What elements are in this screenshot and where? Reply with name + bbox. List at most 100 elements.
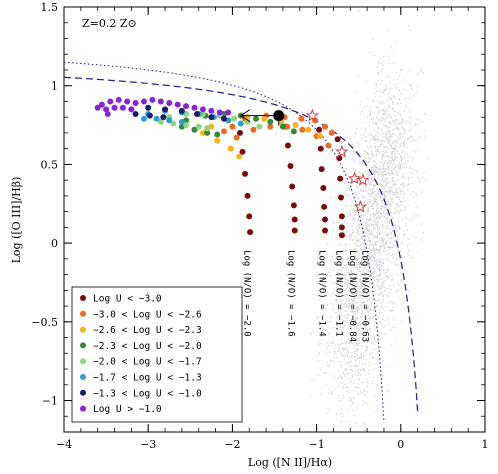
background-point [382, 280, 385, 282]
background-point [354, 266, 356, 268]
background-point [340, 260, 342, 262]
background-point [376, 259, 378, 261]
background-point [368, 121, 370, 123]
background-point [396, 78, 398, 80]
background-point [380, 71, 382, 73]
background-point [364, 151, 366, 153]
background-point [377, 135, 379, 137]
background-point [363, 248, 365, 250]
background-point [361, 237, 363, 239]
background-point [347, 350, 349, 352]
background-point [390, 199, 392, 201]
background-point [385, 125, 388, 127]
background-point [363, 370, 366, 372]
background-point [370, 353, 372, 355]
background-point [376, 226, 379, 228]
background-point [404, 129, 406, 131]
background-point [366, 308, 368, 310]
background-point [335, 253, 337, 255]
background-point [342, 277, 344, 279]
background-point [367, 210, 369, 212]
background-point [390, 301, 392, 303]
background-point [384, 173, 386, 175]
background-point [371, 285, 373, 287]
background-point [362, 285, 364, 287]
background-point [375, 248, 377, 250]
background-point [390, 172, 392, 174]
background-point [409, 29, 411, 31]
background-point [355, 305, 357, 307]
background-point [353, 209, 355, 211]
background-point [356, 184, 358, 187]
track-label: Log (N/O) = −0.63 [359, 250, 369, 342]
background-point [355, 293, 358, 295]
background-point [419, 180, 421, 183]
background-point [371, 301, 373, 303]
background-point [377, 109, 380, 111]
background-point [368, 257, 371, 259]
background-point [366, 330, 369, 332]
background-point [368, 184, 370, 186]
background-point [356, 349, 358, 351]
background-point [385, 89, 387, 91]
background-point [401, 282, 403, 284]
background-point [396, 188, 399, 190]
background-point [388, 285, 391, 287]
background-point [370, 140, 372, 142]
background-point [336, 272, 338, 274]
background-point [363, 278, 365, 280]
background-point [350, 287, 353, 289]
background-point [354, 171, 356, 173]
background-point [379, 193, 381, 195]
background-point [380, 102, 382, 104]
background-point [323, 236, 325, 238]
background-point [392, 102, 394, 104]
background-point [382, 225, 384, 228]
background-point [395, 244, 397, 246]
background-point [344, 383, 346, 385]
background-point [362, 404, 364, 407]
background-point [398, 170, 400, 173]
background-point [401, 303, 404, 305]
background-point [421, 121, 424, 123]
background-point [365, 234, 367, 237]
background-point [371, 254, 373, 256]
background-point [392, 150, 394, 153]
background-point [415, 207, 417, 209]
series-0-point [336, 155, 343, 162]
background-point [357, 295, 359, 297]
background-point [337, 198, 339, 200]
background-point [378, 212, 380, 215]
background-point [340, 412, 342, 415]
background-point [387, 318, 389, 320]
background-point [389, 163, 391, 165]
background-point [354, 255, 356, 257]
background-point [377, 305, 379, 307]
background-point [391, 309, 393, 311]
background-point [381, 241, 384, 243]
background-point [345, 287, 347, 289]
background-point [380, 292, 382, 294]
background-point [357, 371, 359, 374]
background-point [383, 237, 385, 240]
background-point [369, 205, 371, 208]
background-point [403, 79, 405, 81]
background-point [398, 167, 400, 169]
background-point [341, 258, 344, 260]
background-point [350, 233, 352, 236]
background-point [387, 234, 389, 236]
background-point [396, 249, 399, 251]
background-point [364, 297, 366, 300]
background-point [403, 129, 405, 131]
background-point [353, 248, 355, 251]
background-point [374, 235, 376, 237]
background-point [374, 121, 376, 124]
series-0-point [290, 202, 297, 209]
background-point [350, 270, 352, 273]
background-point [346, 314, 348, 316]
background-point [370, 218, 372, 220]
background-point [412, 256, 414, 258]
background-point [371, 153, 374, 155]
background-point [389, 329, 391, 331]
background-point [409, 121, 411, 123]
